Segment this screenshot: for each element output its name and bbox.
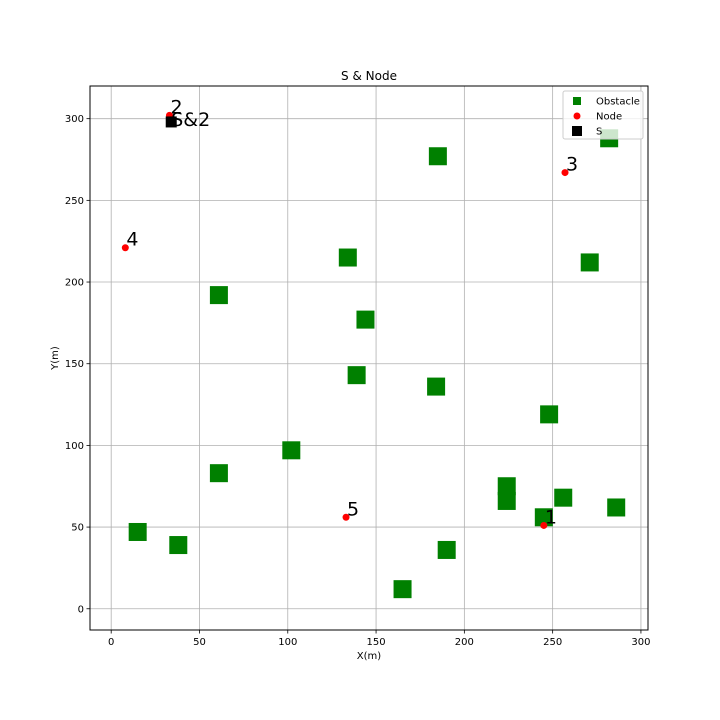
y-tick-label: 200: [65, 278, 84, 289]
plot-area: 1 2 3 4 5 S&2: [121, 96, 626, 599]
x-tick-label: 150: [367, 637, 386, 648]
obstacle-marker: [607, 498, 626, 517]
obstacle-marker: [497, 491, 516, 510]
obstacle-marker: [580, 253, 599, 272]
obstacle-marker: [282, 441, 301, 460]
obstacle-marker: [128, 522, 147, 541]
y-tick-label: 250: [65, 196, 84, 207]
y-tick-label: 100: [65, 441, 84, 452]
obstacle-marker: [540, 405, 559, 424]
obstacle-marker: [554, 488, 573, 507]
x-tick-label: 100: [278, 637, 297, 648]
grid-lines: [90, 86, 648, 630]
node-marker: [342, 513, 350, 521]
node-label: 5: [347, 498, 359, 520]
obstacle-marker: [393, 580, 412, 599]
node-marker: [540, 521, 548, 529]
y-tick-label: 150: [65, 359, 84, 370]
node-label: 2: [170, 96, 182, 118]
y-tick-label: 0: [78, 604, 84, 615]
start-marker: [165, 116, 177, 128]
obstacle-marker: [534, 508, 553, 527]
legend-marker: [572, 126, 582, 136]
legend-label: Obstacle: [596, 97, 640, 108]
legend-label: Node: [596, 112, 622, 123]
obstacle-marker: [209, 464, 228, 483]
obstacle-marker: [427, 377, 446, 396]
x-tick-label: 50: [193, 637, 206, 648]
x-tick-label: 300: [631, 637, 650, 648]
node-marker: [121, 244, 129, 252]
obstacle-marker: [428, 147, 447, 166]
legend: Obstacle Node S: [562, 90, 644, 140]
legend-label: S: [596, 127, 602, 138]
axes-frame: [89, 85, 649, 631]
legend-marker: [573, 97, 581, 105]
node-label: 1: [545, 506, 557, 528]
start-label: S&2: [171, 109, 210, 131]
legend-marker: [573, 112, 581, 120]
chart-title: S & Node: [341, 69, 397, 83]
obstacle-marker: [209, 286, 228, 305]
node-label: 3: [566, 154, 578, 176]
x-axis-label: X(m): [357, 651, 381, 662]
y-tick-label: 50: [71, 523, 84, 534]
y-axis-label: Y(m): [50, 346, 61, 371]
x-tick-label: 200: [455, 637, 474, 648]
legend-box: [562, 90, 644, 140]
obstacle-marker: [347, 366, 366, 385]
node-marker: [561, 169, 569, 177]
obstacle-marker: [497, 477, 516, 496]
axis-ticks: 0 50 100 150 200 250 300 0 50 100 150 200 250 300: [65, 114, 651, 648]
obstacle-marker: [356, 310, 375, 329]
y-tick-label: 300: [65, 114, 84, 125]
node-label: 4: [126, 229, 138, 251]
x-tick-label: 0: [108, 637, 114, 648]
obstacle-marker: [338, 248, 357, 267]
obstacle-marker: [169, 536, 188, 555]
x-tick-label: 250: [543, 637, 562, 648]
obstacle-marker: [437, 540, 456, 559]
